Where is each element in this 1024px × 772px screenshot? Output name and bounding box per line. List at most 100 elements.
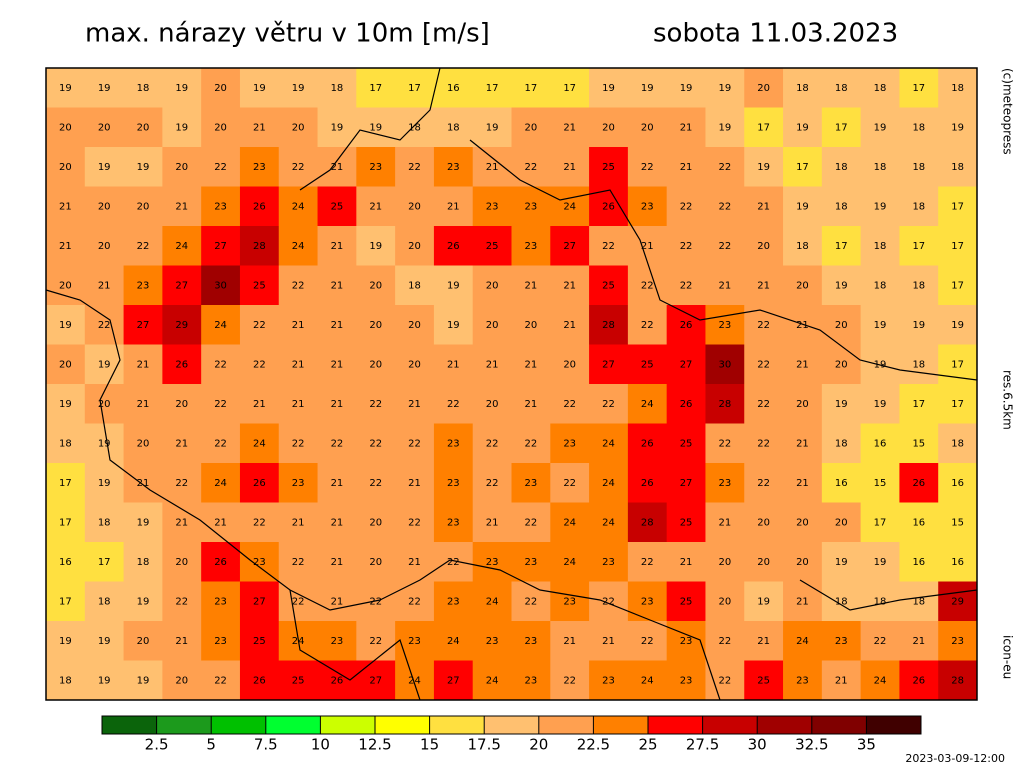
colorbar-swatch — [593, 716, 649, 734]
cell-value: 22 — [641, 636, 654, 647]
grid-cell — [589, 660, 629, 701]
grid-cell — [899, 502, 939, 543]
cell-value: 26 — [602, 201, 615, 212]
grid-cell — [356, 502, 396, 543]
cell-value: 17 — [874, 517, 887, 528]
cell-value: 20 — [369, 320, 382, 331]
grid-cell — [317, 621, 357, 661]
cell-value: 26 — [253, 675, 266, 686]
cell-value: 25 — [602, 280, 615, 291]
cell-value: 21 — [292, 320, 305, 331]
grid-cell — [627, 186, 668, 227]
cell-value: 22 — [98, 320, 111, 331]
grid-cell — [938, 542, 978, 582]
grid-cell — [278, 265, 319, 306]
cell-value: 22 — [214, 675, 227, 686]
grid-cell — [860, 621, 900, 661]
grid-cell — [84, 186, 125, 227]
cell-value: 21 — [331, 280, 344, 291]
cell-value: 23 — [641, 596, 654, 607]
grid-cell — [938, 265, 978, 306]
grid-cell — [239, 147, 280, 187]
grid-cell — [395, 147, 435, 187]
cell-value: 19 — [796, 122, 809, 133]
grid-cell — [201, 226, 241, 266]
grid-cell — [821, 502, 862, 543]
grid-cell — [162, 463, 202, 503]
grid-cell — [433, 107, 474, 148]
cell-value: 17 — [951, 201, 964, 212]
grid-cell — [395, 502, 435, 543]
grid-cell — [821, 305, 862, 345]
grid-cell — [278, 186, 319, 227]
cell-value: 22 — [369, 636, 382, 647]
cell-value: 19 — [912, 320, 925, 331]
grid-cell — [744, 621, 784, 661]
colorbar-swatch — [320, 716, 376, 734]
grid-cell — [589, 621, 629, 661]
grid-cell — [356, 621, 396, 661]
cell-value: 26 — [175, 359, 188, 370]
grid-cell — [666, 68, 706, 108]
grid-cell — [317, 68, 357, 108]
cell-value: 22 — [680, 241, 693, 252]
grid-cell — [356, 186, 396, 227]
cell-value: 20 — [137, 438, 150, 449]
cell-value: 18 — [874, 162, 887, 173]
grid-cell — [472, 502, 512, 543]
cell-value: 19 — [951, 122, 964, 133]
grid-cell — [899, 305, 939, 345]
grid-cell — [317, 147, 357, 187]
colorbar-tick-label: 32.5 — [795, 736, 828, 754]
grid-cell — [84, 305, 125, 345]
grid-cell — [317, 344, 357, 385]
grid-cell — [589, 384, 629, 424]
grid-cell — [84, 621, 125, 661]
cell-value: 23 — [525, 636, 538, 647]
colorbar-swatch — [866, 716, 922, 734]
cell-value: 18 — [874, 241, 887, 252]
grid-cell — [123, 107, 163, 148]
cell-value: 26 — [253, 478, 266, 489]
cell-value: 20 — [835, 359, 848, 370]
cell-value: 21 — [175, 636, 188, 647]
cell-value: 25 — [292, 675, 305, 686]
cell-value: 22 — [641, 320, 654, 331]
cell-value: 21 — [369, 201, 382, 212]
grid-cell — [239, 68, 280, 108]
cell-value: 21 — [59, 201, 72, 212]
cell-value: 18 — [137, 557, 150, 568]
grid-cell — [938, 107, 978, 148]
cell-value: 21 — [602, 636, 615, 647]
cell-value: 17 — [59, 596, 72, 607]
cell-value: 19 — [447, 280, 460, 291]
cell-value: 21 — [137, 478, 150, 489]
cell-value: 20 — [175, 162, 188, 173]
cell-value: 21 — [680, 122, 693, 133]
cell-value: 25 — [680, 596, 693, 607]
cell-value: 20 — [525, 122, 538, 133]
cell-value: 22 — [757, 320, 770, 331]
cell-value: 27 — [602, 359, 615, 370]
grid-cell — [666, 186, 706, 227]
cell-value: 23 — [835, 636, 848, 647]
cell-value: 22 — [602, 596, 615, 607]
grid-cell — [278, 305, 319, 345]
cell-value: 20 — [835, 320, 848, 331]
cell-value: 24 — [602, 478, 615, 489]
cell-value: 26 — [912, 478, 925, 489]
grid-cell — [395, 265, 435, 306]
cell-value: 20 — [137, 201, 150, 212]
colorbar-frame — [101, 715, 922, 735]
grid-cell — [239, 265, 280, 306]
grid-cell — [899, 621, 939, 661]
cell-value: 22 — [214, 438, 227, 449]
cell-value: 24 — [563, 517, 576, 528]
grid-cell — [472, 660, 512, 701]
cell-value: 20 — [59, 280, 72, 291]
cell-value: 24 — [641, 399, 654, 410]
cell-value: 21 — [292, 359, 305, 370]
cell-value: 21 — [796, 320, 809, 331]
grid-cell — [899, 660, 939, 701]
cell-value: 19 — [874, 122, 887, 133]
